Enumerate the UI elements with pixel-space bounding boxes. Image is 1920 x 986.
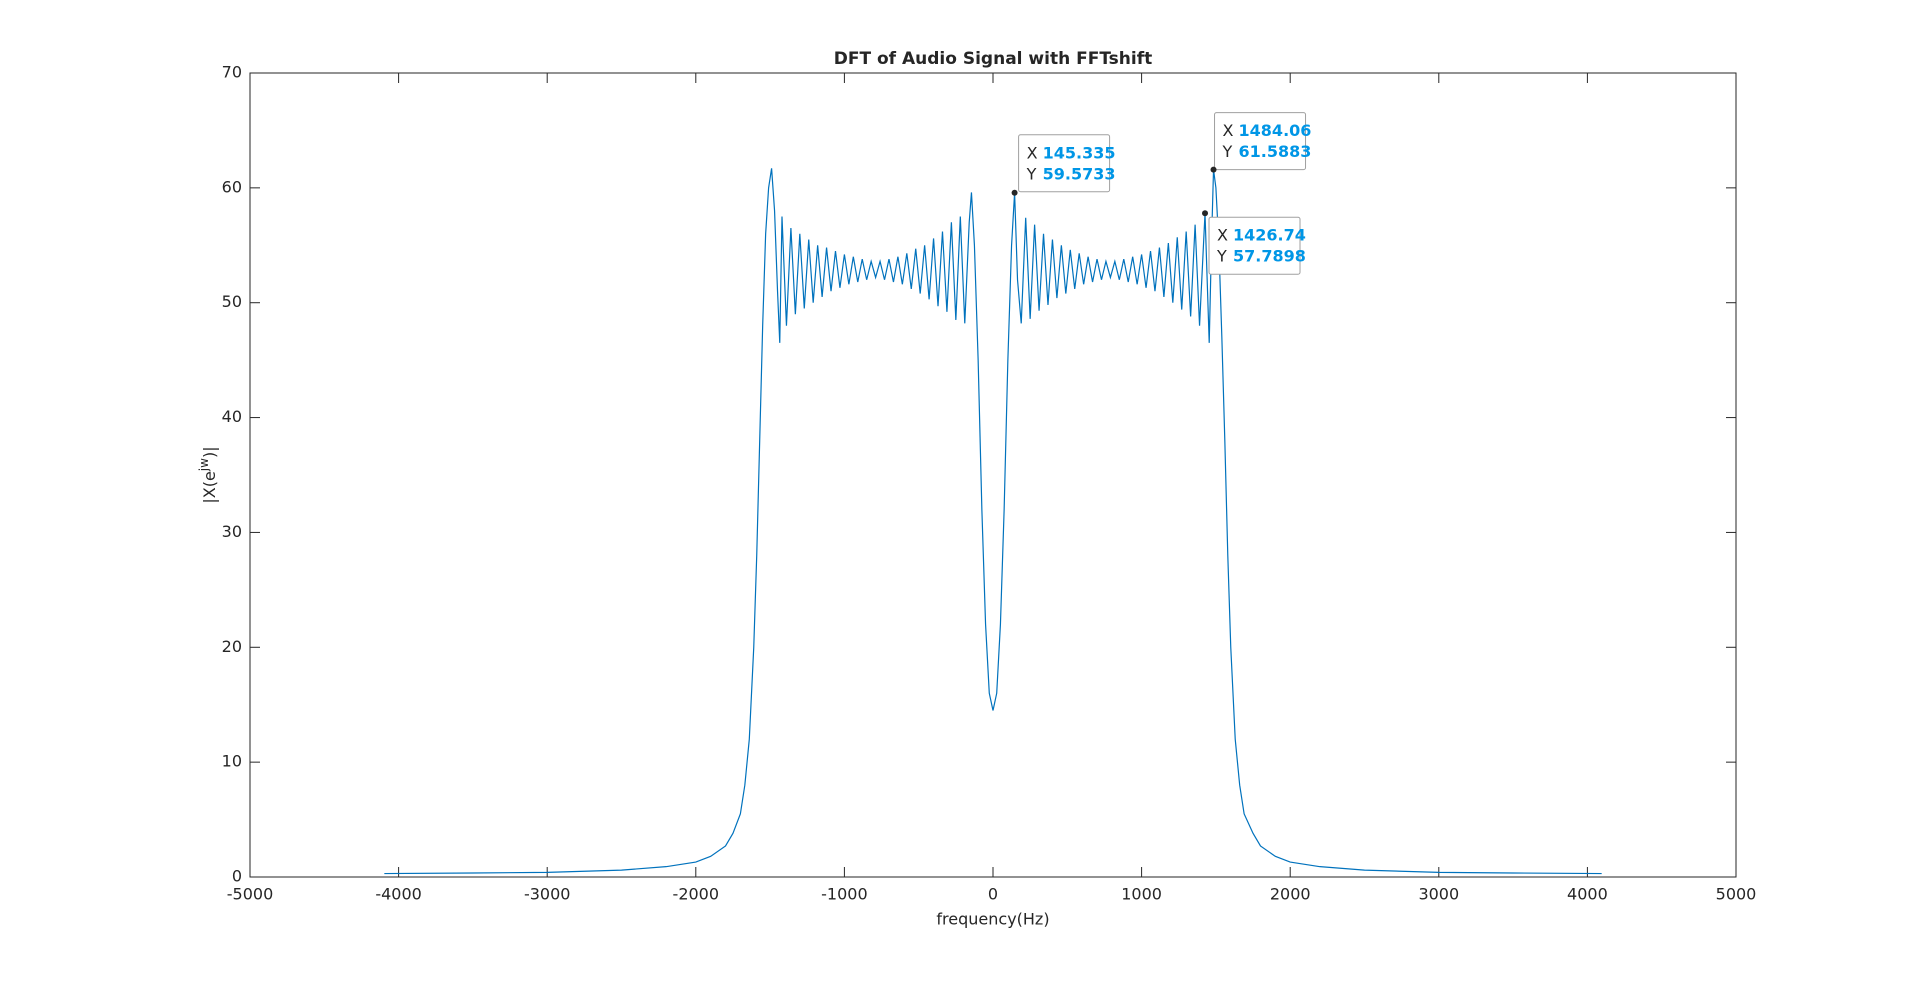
y-tick-label: 0 — [232, 867, 242, 886]
datatip-label: X — [1223, 121, 1234, 140]
x-tick-label: 3000 — [1418, 885, 1459, 904]
x-tick-label: -4000 — [375, 885, 422, 904]
x-tick-label: 1000 — [1121, 885, 1162, 904]
datatip-value: 59.5733 — [1043, 164, 1116, 183]
y-tick-label: 20 — [222, 637, 242, 656]
y-label-sup: jw — [197, 458, 211, 472]
datatip-label: Y — [1216, 247, 1227, 266]
datatip-value: 61.5883 — [1239, 142, 1312, 161]
datatip-box — [1018, 134, 1111, 193]
datatip-label: X — [1217, 226, 1228, 245]
datatip-marker — [1202, 210, 1209, 217]
chart-title: DFT of Audio Signal with FFTshift — [834, 49, 1152, 69]
y-tick-label: 60 — [222, 177, 242, 196]
datatip-box — [1208, 216, 1301, 275]
datatip-label: Y — [1026, 164, 1037, 183]
datatip-label: X — [1027, 143, 1038, 162]
x-tick-label: 5000 — [1716, 885, 1757, 904]
datatip-box — [1214, 112, 1307, 171]
y-tick-label: 40 — [222, 407, 242, 426]
datatip: X 145.335 Y 59.5733 — [1011, 134, 1116, 196]
datatip-marker — [1210, 166, 1217, 173]
x-tick-label: 0 — [988, 885, 998, 904]
datatip-label: Y — [1222, 142, 1233, 161]
datatip: X 1426.74 Y 57.7898 — [1202, 210, 1306, 275]
datatip-value: 57.7898 — [1233, 247, 1306, 266]
y-label-base: |X(e — [200, 471, 219, 503]
axes-box — [249, 72, 1737, 878]
x-tick-label: -1000 — [821, 885, 868, 904]
datatip-value: 145.335 — [1043, 143, 1116, 162]
x-axis-label: frequency(Hz) — [936, 910, 1049, 929]
y-tick-label: 30 — [222, 522, 242, 541]
x-tick-label: -2000 — [673, 885, 720, 904]
datatip-value: 1484.06 — [1239, 121, 1312, 140]
data-line — [384, 168, 1602, 875]
x-tick-label: -5000 — [227, 885, 274, 904]
y-tick-label: 10 — [222, 752, 242, 771]
datatip-marker — [1011, 189, 1018, 196]
x-tick-label: 2000 — [1270, 885, 1311, 904]
x-tick-label: -3000 — [524, 885, 571, 904]
x-tick-label: 4000 — [1567, 885, 1608, 904]
y-tick-label: 50 — [222, 292, 242, 311]
datatip-value: 1426.74 — [1233, 226, 1306, 245]
datatip: X 1484.06 Y 61.5883 — [1210, 112, 1312, 173]
y-axis-label: |X(ejw)| — [197, 446, 219, 503]
y-label-tail: )| — [200, 446, 219, 458]
y-tick-label: 70 — [222, 63, 242, 82]
